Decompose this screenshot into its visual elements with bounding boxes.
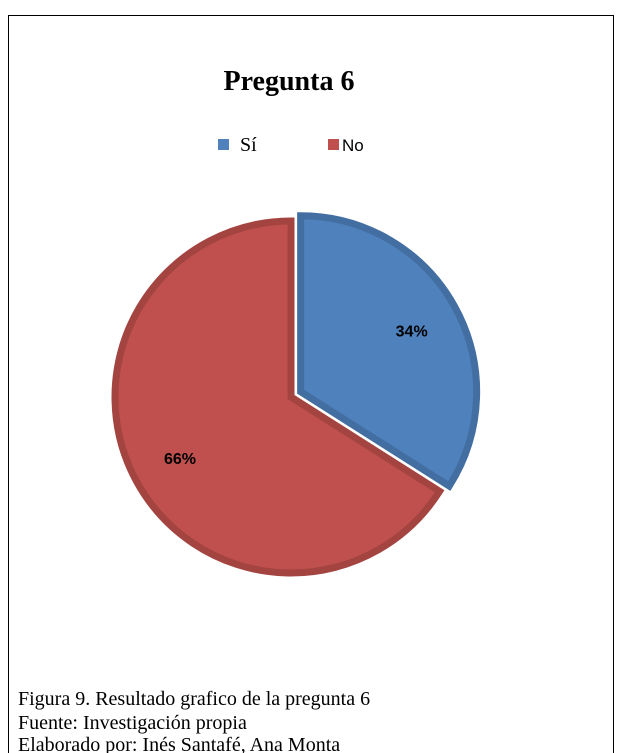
chart-title: Pregunta 6 bbox=[224, 66, 355, 97]
legend-swatch bbox=[328, 139, 339, 150]
caption-line: Elaborado por: Inés Santafé, Ana Monta bbox=[18, 734, 340, 753]
legend-label: Sí bbox=[240, 134, 257, 156]
legend-label: No bbox=[342, 136, 364, 155]
caption-line: Figura 9. Resultado grafico de la pregun… bbox=[18, 688, 370, 710]
pie-slice bbox=[297, 212, 481, 491]
data-label: 66% bbox=[164, 451, 196, 468]
data-label: 34% bbox=[396, 324, 428, 341]
caption-line: Fuente: Investigación propia bbox=[18, 712, 247, 734]
legend-swatch bbox=[218, 139, 229, 150]
pie-slice bbox=[111, 217, 445, 577]
